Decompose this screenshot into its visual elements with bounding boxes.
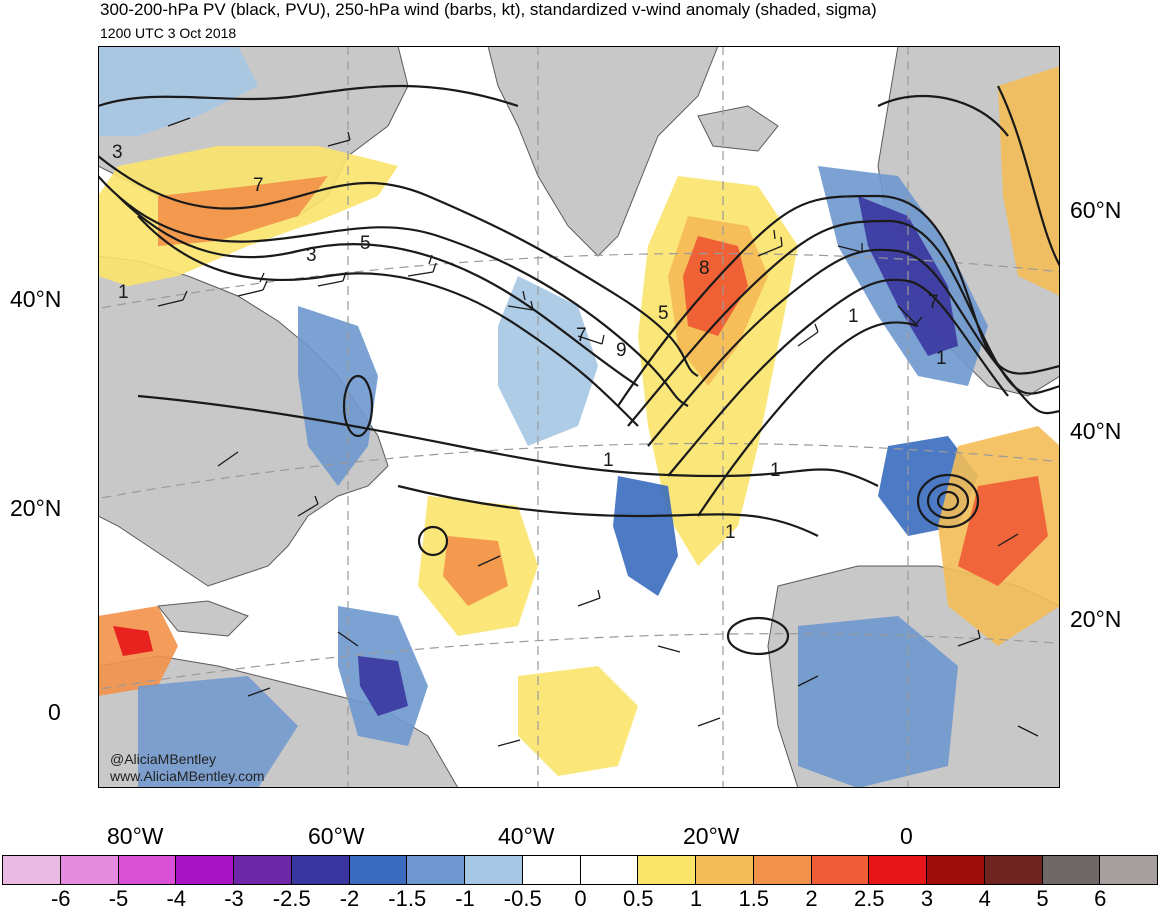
contour-label: 1 [770,460,781,481]
cold-anomaly-atlantic [498,276,598,446]
north-america-land [98,255,389,587]
colorbar-swatch [810,855,870,885]
cold-anomaly-north [98,46,258,136]
colorbar-swatch [406,855,465,885]
colorbar-swatch [233,855,292,885]
credit-url: www.AliciaMBentley.com [110,768,265,784]
colorbar-swatch [117,855,177,885]
contour-label: 8 [699,258,710,279]
credit-handle: @AliciaMBentley [110,751,217,767]
colorbar-tick-label: 6 [1094,886,1107,911]
wind-barbs [157,117,1039,747]
colorbar-tick-label: -3 [224,886,244,911]
colorbar-tick-label: 4 [978,886,991,911]
contour-label: 5 [658,303,669,324]
cold-anomaly-east-us [298,306,378,486]
colorbar-tick-label: -1 [455,886,475,911]
colorbar-tick-label: -2 [339,886,360,911]
colorbar-tick-label: 5 [1036,886,1049,911]
map-panel: 3 7 3 1 5 7 9 5 8 1 7 1 1 1 1 [98,46,1060,788]
colorbar-tick-label: 0 [574,886,587,911]
lat-label-right: 40°N [1070,418,1122,444]
lat-label-right: 60°N [1070,197,1122,223]
colorbar-swatch [752,855,812,885]
colorbar-swatch [1099,855,1158,885]
contour-label: 7 [928,292,939,313]
contour-label: 5 [360,233,371,254]
iceland-land [697,105,779,152]
caribbean-land [157,600,249,637]
credit-block: @AliciaMBentley www.AliciaMBentley.com [110,751,265,785]
colorbar-tick-label: -5 [108,886,129,911]
lon-label: 60°W [308,823,365,849]
colorbar-tick-label: 3 [920,886,934,911]
contour-label: 1 [848,306,859,327]
colorbar-tick-label: 0.5 [622,886,654,911]
greenland-land [487,46,719,257]
colorbar-tick-label: -6 [50,886,71,911]
colorbar-swatch [59,855,119,885]
colorbar-tick-label: -4 [166,886,187,911]
figure-title: 300-200-hPa PV (black, PVU), 250-hPa win… [100,0,877,19]
contour-label: 7 [253,175,264,196]
cold-anomaly-central-atlantic [613,476,678,596]
contour-label: 1 [603,450,614,471]
lat-label-left: 0 [48,699,61,725]
colorbar-swatch [637,855,696,885]
cold-anomaly-south-america [138,676,298,788]
colorbar-swatch [464,855,523,885]
cold-anomaly-tropics-core [358,656,408,716]
warm-anomaly-caribbean-core [113,626,153,656]
lat-label-left: 20°N [10,495,62,521]
colorbar-tick-label: -1.5 [388,886,427,911]
lat-label-right: 20°N [1070,606,1122,632]
contour-labels: 3 7 3 1 5 7 9 5 8 1 7 1 1 1 1 [112,142,947,543]
colorbar-swatch [868,855,927,885]
valid-time: 1200 UTC 3 Oct 2018 [100,25,237,41]
colorbar-tick-label: -2.5 [272,886,311,911]
colorbar-swatch [521,855,581,885]
lon-label: 40°W [498,823,555,849]
warm-anomaly-equatorial [518,666,638,776]
warm-anomaly-subtropics-core [443,536,508,606]
contour-label: 1 [936,348,947,369]
colorbar-tick-label: 2 [805,886,818,911]
colorbar-swatch [579,855,639,885]
colorbar-swatch [983,855,1043,885]
warm-anomaly-east-core [958,476,1048,586]
colorbar-swatch [2,855,61,885]
colorbar-swatch [175,855,234,885]
colorbar [2,855,1158,885]
lat-label-left: 40°N [10,286,62,312]
cold-anomaly-africa [798,616,958,788]
lon-label: 20°W [683,823,740,849]
colorbar-swatch [695,855,754,885]
contour-label: 3 [112,142,123,163]
map-frame [98,46,1060,788]
contour-label: 3 [306,245,317,266]
warm-anomaly-ridge-core [683,236,748,336]
lon-label: 0 [900,823,913,849]
contour-label: 1 [725,522,736,543]
colorbar-tick-label: -0.5 [503,886,542,911]
pv-contours [98,84,1060,656]
lon-label: 80°W [107,823,164,849]
warm-anomaly-nw-core [158,176,328,246]
colorbar-tick-label: 2.5 [853,886,885,911]
contour-label: 7 [576,325,587,346]
colorbar-swatch [290,855,350,885]
colorbar-swatch [926,855,985,885]
colorbar-tick-label: 1.5 [738,886,770,911]
colorbar-tick-label: 1 [689,886,703,911]
colorbar-swatch [1041,855,1101,885]
contour-label: 1 [118,282,129,303]
colorbar-swatch [348,855,408,885]
contour-label: 9 [616,340,627,361]
